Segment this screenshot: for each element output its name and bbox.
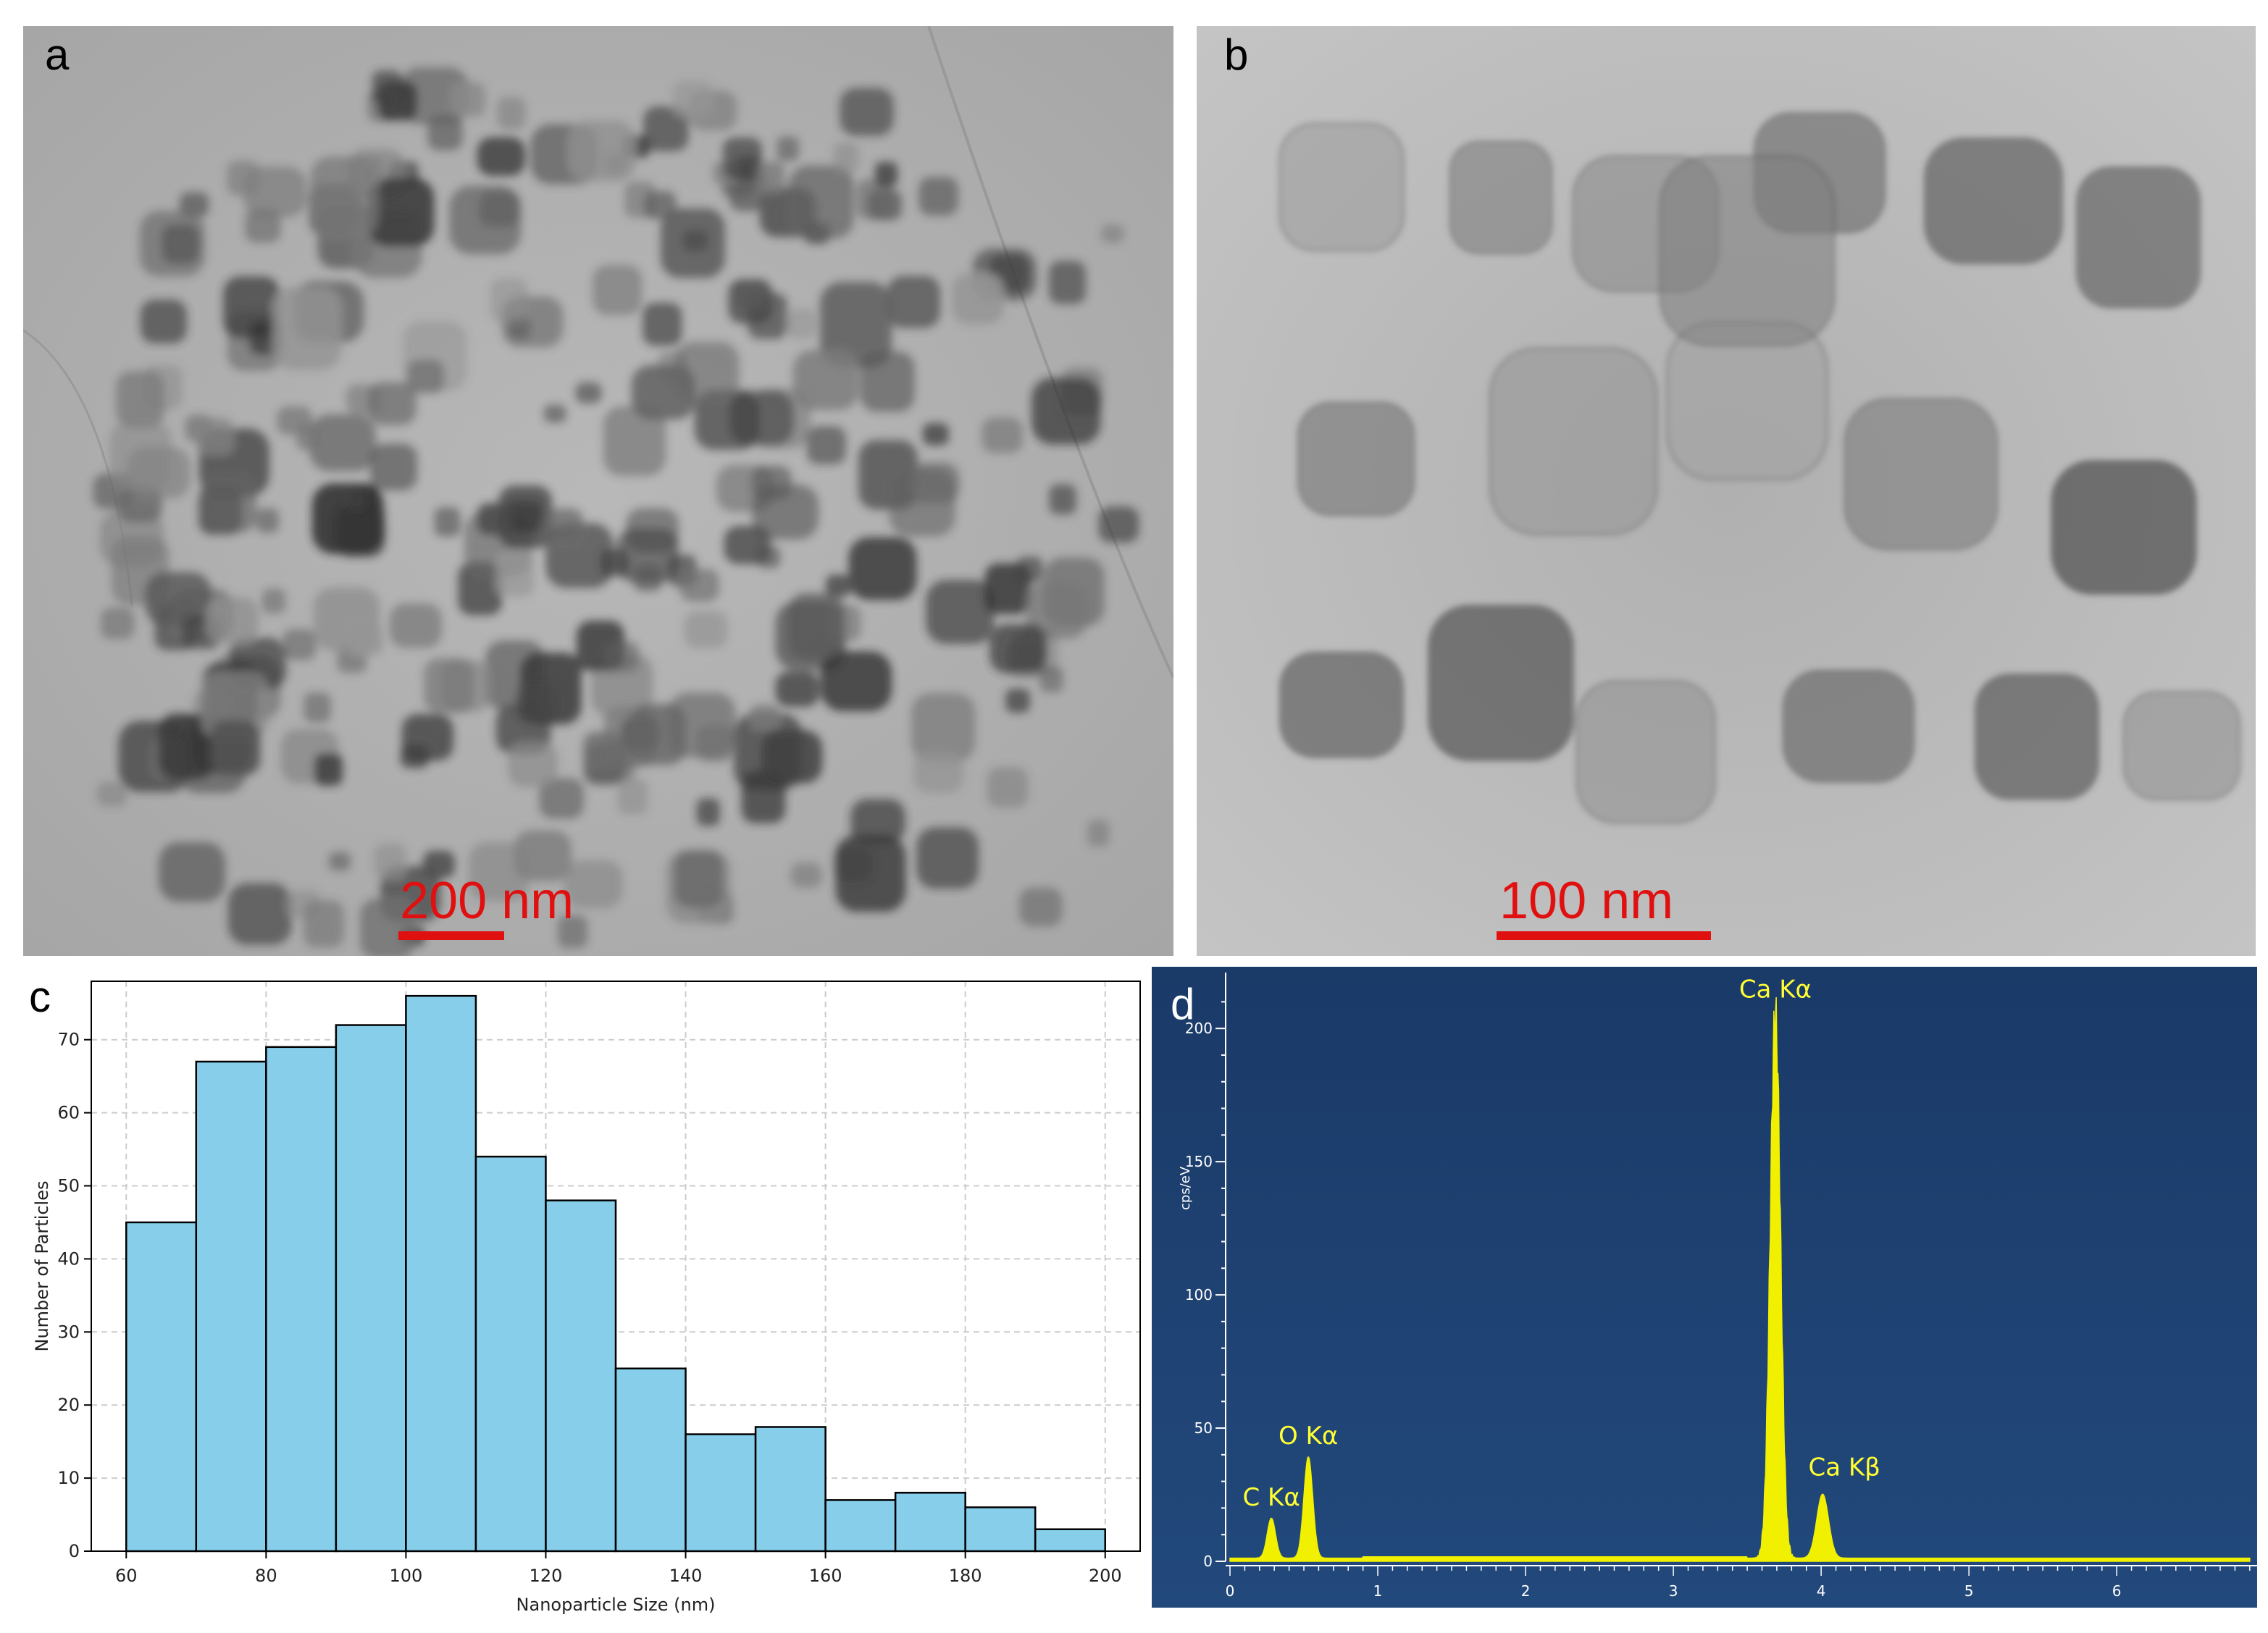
spectrum-background xyxy=(1152,967,2257,1608)
y-tick-label: 0 xyxy=(69,1541,80,1561)
y-tick-label: 10 xyxy=(57,1468,80,1488)
histogram-bar xyxy=(685,1433,757,1553)
y-tick-label: 30 xyxy=(57,1322,80,1342)
histogram-bar xyxy=(754,1426,827,1553)
peak-label: Ca Kα xyxy=(1739,975,1812,1004)
histogram-bar xyxy=(125,1221,198,1553)
x-tick-label: 100 xyxy=(389,1566,422,1586)
tem-micrograph-b xyxy=(1197,26,2256,956)
histogram-bar xyxy=(1034,1528,1106,1553)
x-axis-label: Nanoparticle Size (nm) xyxy=(516,1595,716,1615)
histogram-bar xyxy=(265,1046,338,1553)
y-tick-label: 20 xyxy=(57,1395,80,1415)
histogram-bar xyxy=(474,1155,547,1553)
panel-label-b: b xyxy=(1224,30,1249,79)
y-tick-label: 50 xyxy=(1194,1419,1213,1437)
panel-label-c: c xyxy=(29,973,51,1021)
y-tick-label: 40 xyxy=(57,1248,80,1269)
spectrum-trace xyxy=(1229,996,2251,1562)
plot-frame xyxy=(91,981,1141,1552)
histogram-panel-c: c 60 80 100 120 140 160 180 200 0 10 20 30 40 50 60 70 N… xyxy=(0,967,1152,1619)
histogram-bar xyxy=(545,1199,617,1553)
x-tick-label: 180 xyxy=(949,1566,982,1586)
histogram-bar xyxy=(894,1492,966,1553)
eds-spectrum-chart: 0 50 100 150 200 cps/eV 0 1 2 3 4 5 6 C Kα O Kα Ca Kα Ca… xyxy=(1152,967,2257,1608)
y-tick-label: 0 xyxy=(1203,1553,1213,1570)
eds-spectrum-panel-d: 0 50 100 150 200 cps/eV 0 1 2 3 4 5 6 C Kα O Kα Ca Kα Ca… xyxy=(1152,967,2257,1608)
y-axis-label: Number of Particles xyxy=(32,1181,52,1352)
histogram-bar xyxy=(614,1367,687,1553)
scale-bar-label-b: 100 nm xyxy=(1499,872,1674,930)
y-tick-label: 150 xyxy=(1185,1153,1213,1170)
x-tick-label: 60 xyxy=(115,1566,138,1586)
x-tick-label: 1 xyxy=(1373,1582,1383,1600)
histogram-bar xyxy=(195,1060,267,1553)
scale-bar-b xyxy=(1497,931,1711,940)
histogram-chart: 60 80 100 120 140 160 180 200 0 10 20 30 40 50 60 70 Nan… xyxy=(32,981,1141,1615)
x-tick-label: 2 xyxy=(1521,1582,1531,1600)
panel-label-a: a xyxy=(45,30,70,79)
x-tick-label: 80 xyxy=(255,1566,277,1586)
x-tick-label: 140 xyxy=(669,1566,703,1586)
x-tick-label: 160 xyxy=(809,1566,842,1586)
scale-bar-label-a: 200 nm xyxy=(400,872,574,930)
panel-label-d: d xyxy=(1171,980,1195,1028)
tem-micrograph-a xyxy=(23,26,1173,956)
x-tick-label: 4 xyxy=(1817,1582,1826,1600)
peak-label: O Kα xyxy=(1279,1422,1338,1451)
histogram-bar xyxy=(964,1506,1037,1553)
y-tick-label: 60 xyxy=(57,1103,80,1123)
histogram-bar xyxy=(405,994,477,1553)
x-tick-label: 120 xyxy=(530,1566,563,1586)
histogram-bar xyxy=(824,1499,897,1553)
x-tick-label: 200 xyxy=(1089,1566,1122,1586)
tem-image-a: a 200 nm xyxy=(23,26,1173,956)
y-tick-label: 50 xyxy=(57,1176,80,1196)
tem-image-b: b 100 nm xyxy=(1197,26,2256,956)
scale-bar-a xyxy=(398,931,504,940)
x-tick-label: 5 xyxy=(1964,1582,1974,1600)
y-axis-label: cps/eV xyxy=(1178,1166,1193,1210)
y-tick-label: 200 xyxy=(1185,1020,1213,1037)
y-tick-label: 70 xyxy=(57,1030,80,1050)
histogram-bar xyxy=(335,1024,407,1553)
y-tick-label: 100 xyxy=(1185,1286,1213,1304)
peak-label: Ca Kβ xyxy=(1808,1453,1880,1482)
x-tick-label: 0 xyxy=(1226,1582,1235,1600)
x-tick-label: 6 xyxy=(2112,1582,2122,1600)
peak-label: C Kα xyxy=(1242,1483,1300,1512)
x-tick-label: 3 xyxy=(1669,1582,1678,1600)
